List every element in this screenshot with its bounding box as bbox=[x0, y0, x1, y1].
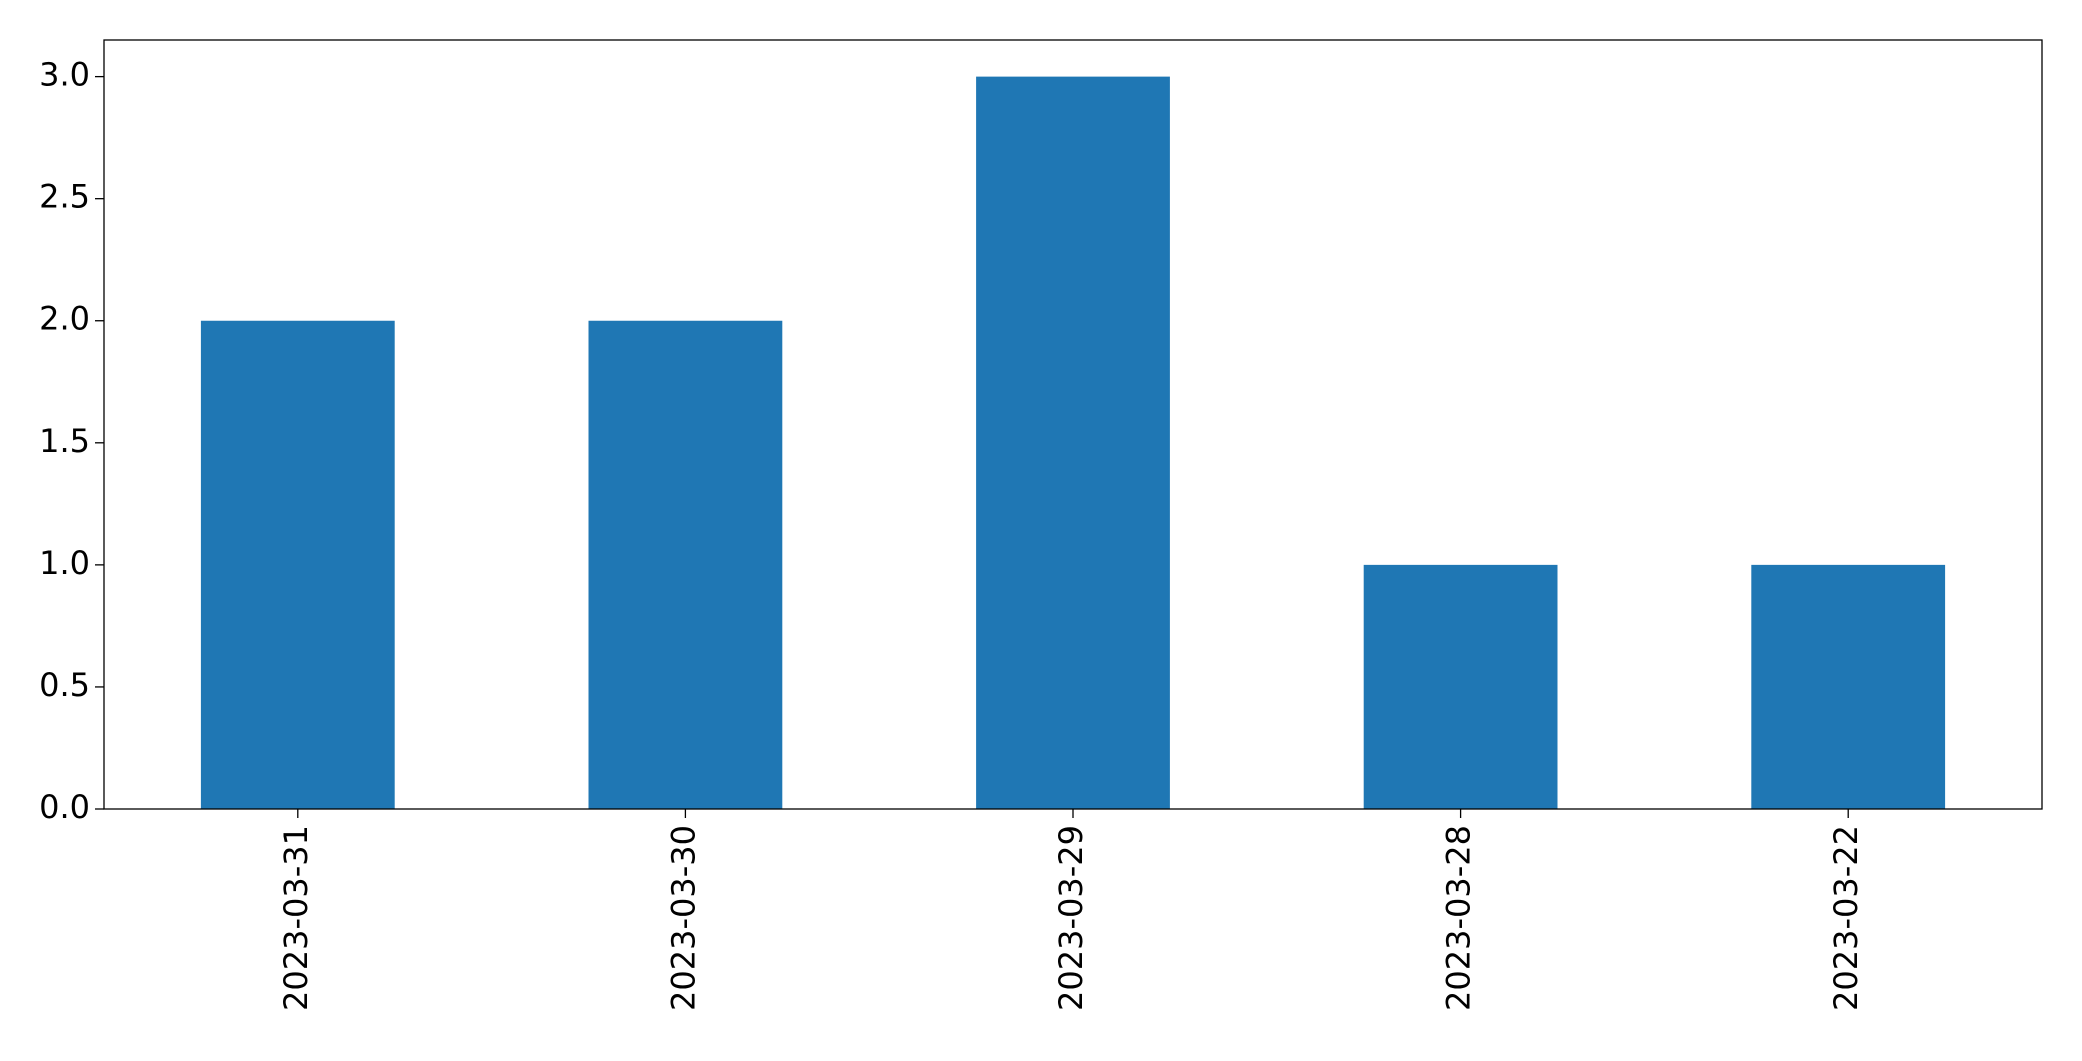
bar bbox=[1751, 564, 1946, 809]
x-tick-label: 2023-03-22 bbox=[1827, 825, 1865, 1011]
y-tick-label: 0.5 bbox=[39, 666, 90, 704]
bar bbox=[976, 76, 1170, 810]
y-tick-label: 1.0 bbox=[39, 544, 90, 582]
bar bbox=[588, 320, 783, 809]
y-tick-label: 3.0 bbox=[39, 56, 90, 94]
y-tick-label: 2.0 bbox=[39, 300, 90, 338]
y-tick-label: 2.5 bbox=[39, 178, 90, 216]
x-tick-label: 2023-03-30 bbox=[664, 825, 702, 1011]
x-tick-label: 2023-03-31 bbox=[277, 825, 315, 1011]
x-tick-label: 2023-03-29 bbox=[1052, 825, 1090, 1011]
y-tick-label: 0.0 bbox=[39, 788, 90, 826]
bar bbox=[200, 320, 395, 809]
x-tick-label: 2023-03-28 bbox=[1440, 825, 1478, 1011]
y-tick-label: 1.5 bbox=[39, 422, 90, 460]
bar bbox=[1363, 564, 1558, 809]
